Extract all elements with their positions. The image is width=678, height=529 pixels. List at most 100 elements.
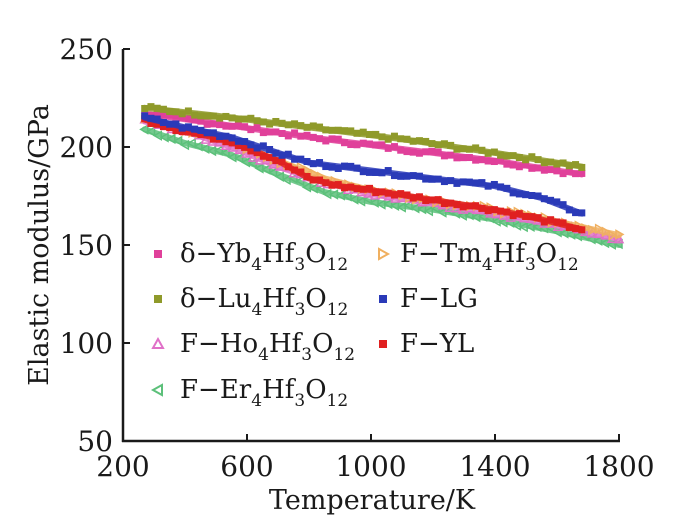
legend-marker bbox=[150, 383, 163, 397]
data-point bbox=[384, 135, 392, 143]
data-point bbox=[409, 137, 417, 145]
legend-label: δ−Lu4Hf3O12 bbox=[180, 284, 348, 320]
data-point bbox=[284, 150, 292, 158]
data-point bbox=[365, 168, 373, 176]
data-point bbox=[272, 128, 280, 136]
data-point bbox=[184, 107, 192, 115]
data-point bbox=[213, 145, 223, 156]
data-point bbox=[490, 206, 498, 214]
data-point bbox=[209, 120, 217, 128]
data-point bbox=[465, 145, 473, 153]
data-point bbox=[615, 229, 625, 240]
data-point bbox=[409, 172, 417, 180]
data-point bbox=[409, 194, 417, 202]
x-tick-label: 1000 bbox=[335, 450, 406, 483]
data-point bbox=[389, 200, 400, 211]
data-point bbox=[334, 181, 342, 189]
data-point bbox=[369, 197, 379, 208]
data-point bbox=[197, 112, 205, 120]
data-point bbox=[397, 135, 405, 143]
data-point bbox=[540, 195, 548, 203]
data-point bbox=[440, 200, 448, 208]
data-point bbox=[383, 198, 393, 210]
data-point bbox=[515, 210, 523, 218]
data-point bbox=[365, 140, 373, 148]
data-point bbox=[328, 126, 336, 134]
data-point bbox=[440, 178, 448, 186]
y-tick-label: 150 bbox=[60, 229, 113, 262]
data-point bbox=[234, 115, 242, 123]
data-point bbox=[428, 196, 436, 204]
data-point bbox=[384, 144, 392, 152]
data-point bbox=[272, 149, 280, 157]
data-point bbox=[472, 144, 480, 152]
data-point bbox=[316, 159, 324, 167]
data-point bbox=[222, 138, 230, 146]
data-point bbox=[601, 226, 611, 238]
data-point bbox=[403, 172, 411, 180]
data-point bbox=[342, 190, 352, 202]
data-point bbox=[209, 129, 217, 137]
data-point bbox=[341, 139, 349, 147]
data-point bbox=[281, 174, 291, 186]
data-point bbox=[322, 137, 330, 145]
data-point bbox=[372, 168, 380, 176]
data-point bbox=[145, 126, 156, 137]
data-point bbox=[415, 193, 423, 201]
data-point bbox=[173, 135, 183, 147]
data-point bbox=[434, 141, 442, 149]
legend: δ−Yb4Hf3O12 δ−Lu4Hf3O12 F−Ho4Hf3O12 F−Er4Hf… bbox=[150, 239, 579, 411]
data-point bbox=[453, 201, 461, 209]
data-point bbox=[509, 212, 517, 220]
data-point bbox=[453, 179, 461, 187]
data-point bbox=[301, 181, 312, 193]
data-point bbox=[490, 180, 498, 188]
data-point bbox=[547, 166, 555, 174]
data-point bbox=[559, 159, 567, 167]
data-point bbox=[599, 237, 610, 249]
data-point bbox=[197, 131, 205, 139]
data-point bbox=[608, 229, 618, 241]
data-point bbox=[465, 202, 473, 210]
data-point bbox=[253, 117, 261, 125]
legend-marker bbox=[379, 340, 387, 348]
legend-item: δ−Yb4Hf3O12 bbox=[154, 239, 348, 275]
data-point bbox=[179, 139, 190, 151]
legend-marker bbox=[154, 250, 162, 258]
data-point bbox=[378, 133, 386, 141]
data-point bbox=[334, 126, 342, 134]
y-tick-label: 200 bbox=[60, 131, 113, 164]
data-point bbox=[266, 154, 274, 162]
data-point bbox=[278, 129, 286, 137]
data-point bbox=[139, 124, 149, 135]
data-point bbox=[465, 154, 473, 162]
data-point bbox=[384, 167, 392, 175]
data-point bbox=[559, 219, 567, 227]
data-point bbox=[353, 129, 361, 137]
data-point bbox=[309, 122, 317, 130]
data-point bbox=[234, 122, 242, 130]
data-point bbox=[588, 224, 598, 236]
data-point bbox=[274, 171, 284, 182]
data-point bbox=[328, 163, 336, 171]
data-point bbox=[184, 123, 192, 131]
data-point bbox=[261, 164, 271, 175]
data-point bbox=[253, 149, 261, 157]
legend-item: δ−Lu4Hf3O12 bbox=[154, 284, 348, 320]
data-point bbox=[200, 134, 211, 144]
data-point bbox=[334, 135, 342, 143]
data-point bbox=[497, 156, 505, 164]
data-point bbox=[409, 148, 417, 156]
x-tick-label: 600 bbox=[220, 450, 273, 483]
data-point bbox=[341, 162, 349, 170]
data-point bbox=[490, 158, 498, 166]
data-point bbox=[172, 127, 180, 135]
data-point bbox=[159, 111, 167, 119]
x-axis-title: Temperature/K bbox=[269, 485, 476, 516]
data-point bbox=[540, 218, 548, 226]
data-point bbox=[209, 135, 217, 143]
data-point bbox=[390, 143, 398, 151]
data-point bbox=[440, 140, 448, 148]
data-point bbox=[509, 152, 517, 160]
legend-marker bbox=[151, 336, 165, 349]
